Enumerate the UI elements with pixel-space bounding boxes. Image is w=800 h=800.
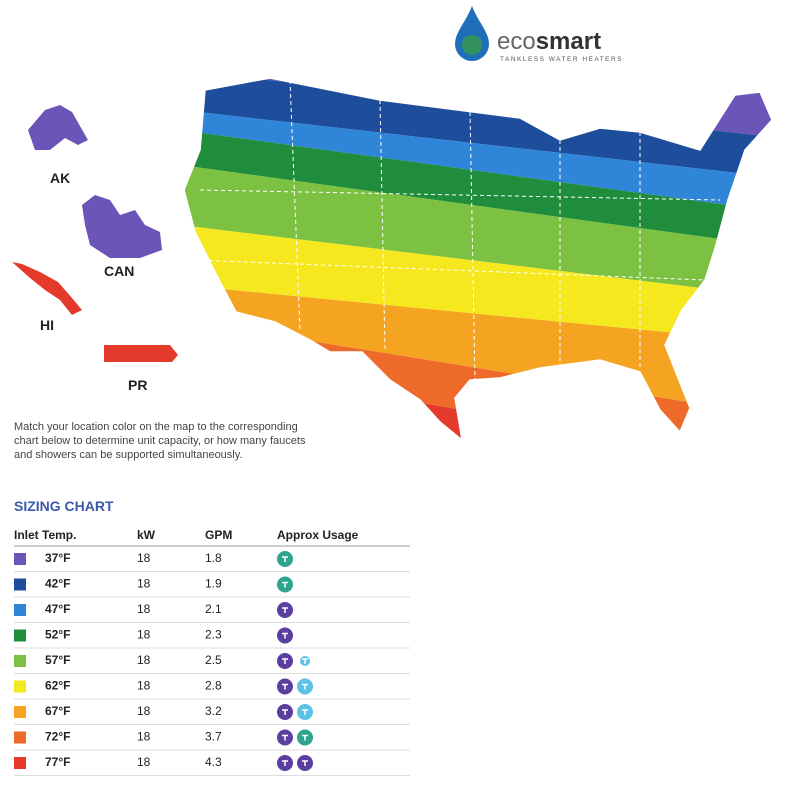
column-header: Inlet Temp. [14, 528, 76, 542]
usage-icon-glyph [302, 760, 308, 766]
gpm-cell: 3.7 [205, 730, 222, 744]
map: AK CAN HI PR ecosmart TANKLESS WATER HEA… [12, 6, 773, 442]
map-region [184, 130, 772, 250]
color-swatch [14, 731, 26, 744]
usage-icon-glyph [302, 683, 308, 690]
color-swatch [14, 757, 26, 769]
usage-icon-glyph [282, 632, 288, 639]
alaska [28, 105, 88, 150]
column-header: GPM [205, 528, 232, 542]
usage-icon [277, 551, 293, 567]
gpm-cell: 2.1 [205, 602, 222, 616]
kw-cell: 18 [137, 577, 151, 591]
gpm-cell: 2.8 [205, 679, 222, 693]
map-label: PR [128, 377, 147, 393]
puerto-rico [104, 345, 178, 362]
gpm-cell: 2.3 [205, 628, 222, 642]
temp-cell: 67°F [45, 704, 70, 718]
usage-icon [277, 678, 293, 695]
color-swatch [14, 578, 26, 591]
usage-icon [297, 755, 313, 771]
gpm-cell: 1.8 [205, 551, 222, 565]
kw-cell: 18 [137, 653, 151, 667]
usage-icon-glyph [282, 734, 288, 741]
usage-icon-glyph [302, 658, 308, 664]
usage-icon [277, 729, 293, 746]
temp-cell: 57°F [45, 653, 70, 667]
temp-cell: 72°F [45, 730, 70, 744]
column-header: kW [137, 528, 156, 542]
usage-icon-glyph [282, 683, 288, 690]
temp-cell: 47°F [45, 602, 70, 616]
us-outline [183, 77, 773, 442]
logo-globe [462, 35, 482, 55]
map-label: CAN [104, 263, 134, 279]
usage-icon [277, 704, 293, 720]
color-swatch [14, 655, 26, 667]
kw-cell: 18 [137, 755, 151, 769]
temp-cell: 42°F [45, 577, 70, 591]
temp-cell: 52°F [45, 628, 70, 642]
logo-text: ecosmart [497, 28, 601, 55]
color-swatch [14, 680, 26, 693]
logo: ecosmart TANKLESS WATER HEATERS [455, 6, 623, 63]
state-borders [194, 79, 721, 381]
usage-icon-glyph [302, 734, 308, 741]
usage-icon [300, 656, 310, 666]
canada [82, 195, 162, 258]
color-swatch [14, 706, 26, 718]
usage-icon-glyph [282, 581, 288, 588]
gpm-cell: 1.9 [205, 577, 222, 591]
logo-tagline: TANKLESS WATER HEATERS [500, 56, 623, 63]
kw-cell: 18 [137, 628, 151, 642]
usage-icon [277, 602, 293, 618]
usage-icon [297, 678, 313, 695]
usage-icon-glyph [282, 760, 288, 766]
color-swatch [14, 604, 26, 616]
usage-icon [277, 653, 293, 669]
usage-icon [297, 729, 313, 746]
usage-icon [277, 576, 293, 593]
gpm-cell: 3.2 [205, 704, 222, 718]
description: Match your location color on the map to … [14, 421, 306, 461]
color-swatch [14, 553, 26, 565]
kw-cell: 18 [137, 704, 151, 718]
temp-cell: 62°F [45, 679, 70, 693]
temp-cell: 77°F [45, 755, 70, 769]
temp-cell: 37°F [45, 551, 70, 565]
hawaii [12, 262, 82, 315]
color-swatch [14, 629, 26, 642]
map-region [184, 165, 772, 300]
kw-cell: 18 [137, 679, 151, 693]
gpm-cell: 4.3 [205, 755, 222, 769]
usage-icon [277, 627, 293, 644]
usage-icon-glyph [302, 709, 308, 715]
usage-icon-glyph [282, 658, 288, 664]
usage-icon [277, 755, 293, 771]
kw-cell: 18 [137, 551, 151, 565]
kw-cell: 18 [137, 602, 151, 616]
chart-title: SIZING CHART [14, 498, 114, 514]
column-header: Approx Usage [277, 528, 359, 542]
map-label: HI [40, 317, 54, 333]
kw-cell: 18 [137, 730, 151, 744]
usage-icon [297, 704, 313, 720]
usage-icon-glyph [282, 709, 288, 715]
map-label: AK [50, 170, 70, 186]
usage-icon-glyph [282, 556, 288, 562]
usage-icon-glyph [282, 607, 288, 613]
gpm-cell: 2.5 [205, 653, 222, 667]
